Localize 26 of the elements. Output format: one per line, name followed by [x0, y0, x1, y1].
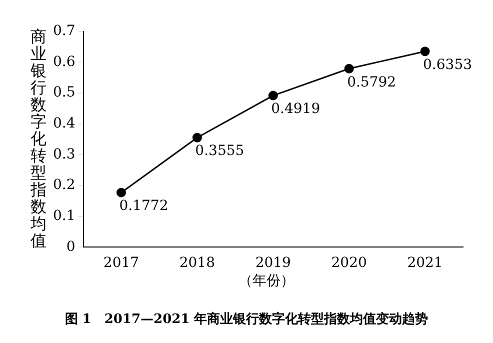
y-tick-label: 0.5 [53, 84, 76, 101]
y-tick-label: 0.2 [53, 177, 76, 194]
x-tick-label: 2019 [255, 255, 291, 272]
y-tick-label: 0 [66, 238, 76, 255]
point [268, 90, 278, 100]
data-label: 0.4919 [271, 101, 320, 118]
data-label: 0.3555 [195, 143, 244, 160]
y-tick-label: 0.7 [53, 23, 76, 40]
point [344, 64, 354, 74]
x-tick-label: 2021 [407, 255, 443, 272]
point [116, 188, 126, 198]
data-label: 0.6353 [423, 56, 472, 73]
x-tick-label: 2020 [331, 255, 367, 272]
y-tick-label: 0.6 [53, 54, 76, 70]
point [192, 132, 202, 142]
data-label: 0.1772 [119, 198, 168, 214]
y-tick-label: 0.4 [53, 116, 76, 132]
point [420, 46, 430, 56]
x-tick-label: 2017 [103, 255, 140, 272]
data-label: 0.5792 [347, 74, 396, 90]
x-axis-title: （年份） [238, 272, 296, 290]
x-tick-label: 2018 [179, 255, 216, 272]
text: 商业银行数字化转型指数均值 [30, 27, 46, 250]
text: 图 1 2017—2021 年商业银行数字化转型指数均值变动趋势 [64, 310, 430, 328]
y-tick-label: 0.3 [53, 146, 76, 162]
y-tick-label: 0.1 [53, 208, 76, 224]
